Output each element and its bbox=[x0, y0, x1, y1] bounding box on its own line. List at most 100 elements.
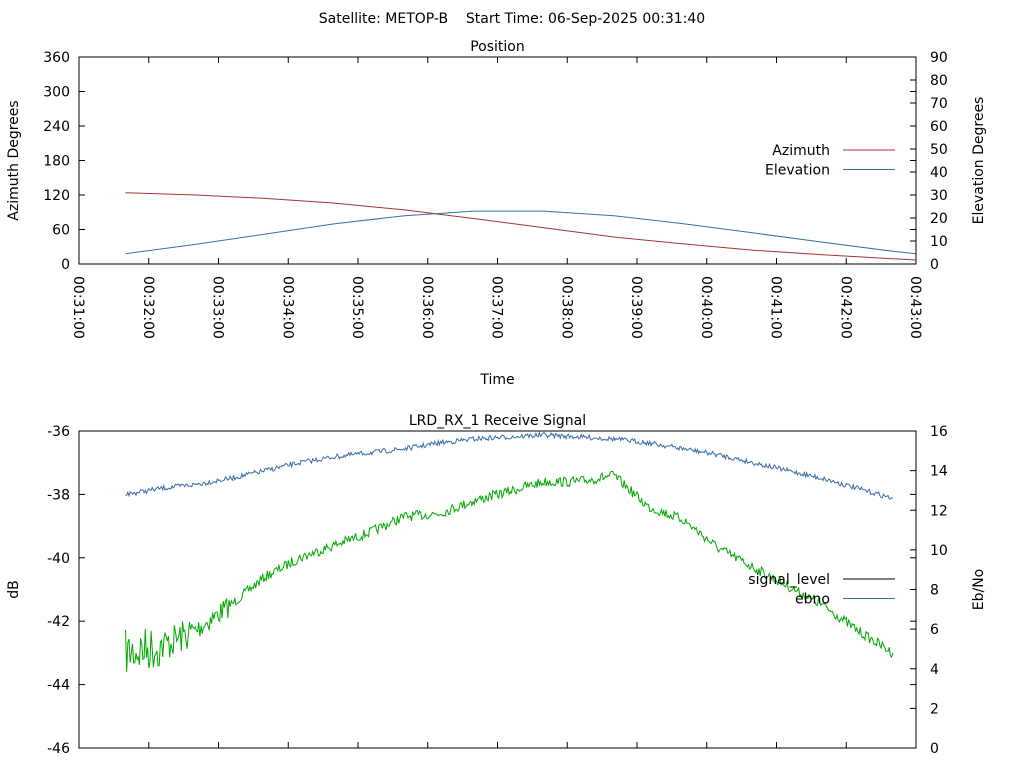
data-point bbox=[892, 498, 894, 500]
data-point bbox=[578, 436, 580, 438]
data-point bbox=[787, 470, 789, 472]
y-tick-label: -44 bbox=[47, 678, 70, 694]
data-point bbox=[160, 488, 162, 490]
data-point bbox=[125, 192, 127, 194]
legend-label-elevation: Elevation bbox=[765, 163, 830, 179]
data-point bbox=[229, 478, 231, 480]
y2-axis-label: Elevation Degrees bbox=[971, 97, 987, 225]
data-point bbox=[892, 258, 894, 260]
data-point bbox=[915, 259, 917, 261]
data-point bbox=[578, 481, 580, 483]
data-point bbox=[822, 241, 824, 243]
y-tick-label: 300 bbox=[43, 85, 70, 101]
data-point bbox=[474, 500, 476, 502]
x-tick-label: 00:36:00 bbox=[419, 276, 435, 339]
data-point bbox=[439, 513, 441, 515]
y2-tick-label: 6 bbox=[930, 622, 939, 638]
data-point bbox=[508, 436, 510, 438]
series-line-azimuth bbox=[125, 192, 917, 261]
data-point bbox=[474, 218, 476, 220]
series-azimuth bbox=[125, 192, 917, 261]
x-tick-label: 00:40:00 bbox=[698, 276, 714, 339]
data-point bbox=[543, 210, 545, 212]
data-point bbox=[195, 194, 197, 196]
data-point bbox=[474, 438, 476, 440]
data-point bbox=[264, 233, 266, 235]
series-signal-level bbox=[125, 470, 894, 673]
data-point bbox=[613, 236, 615, 238]
data-point bbox=[613, 215, 615, 217]
x-tick-label: 00:31:00 bbox=[70, 276, 86, 339]
y2-tick-label: 10 bbox=[930, 234, 948, 250]
y2-tick-label: 10 bbox=[930, 543, 948, 559]
data-point bbox=[683, 519, 685, 521]
data-point bbox=[125, 253, 127, 255]
y2-tick-label: 20 bbox=[930, 211, 948, 227]
series-line-ebno bbox=[125, 430, 894, 500]
y-tick-label: 60 bbox=[52, 223, 70, 239]
y2-tick-label: 14 bbox=[930, 464, 948, 480]
data-point bbox=[892, 251, 894, 253]
series-elevation bbox=[125, 210, 917, 255]
y-tick-label: -36 bbox=[47, 424, 70, 440]
data-point bbox=[334, 202, 336, 204]
y2-tick-label: 16 bbox=[930, 424, 948, 440]
y2-tick-label: 0 bbox=[930, 257, 939, 273]
data-point bbox=[683, 448, 685, 450]
x-tick-label: 00:32:00 bbox=[140, 276, 156, 339]
series-line-elevation bbox=[125, 210, 917, 255]
y2-tick-label: 80 bbox=[930, 73, 948, 89]
data-point bbox=[404, 209, 406, 211]
series-ebno bbox=[125, 430, 894, 500]
data-point bbox=[195, 630, 197, 632]
x-tick-label: 00:42:00 bbox=[837, 276, 853, 339]
data-point bbox=[753, 462, 755, 464]
y2-tick-label: 4 bbox=[930, 662, 939, 678]
data-point bbox=[753, 567, 755, 569]
plot-frame bbox=[78, 430, 917, 749]
y-tick-label: 120 bbox=[43, 188, 70, 204]
data-point bbox=[683, 243, 685, 245]
x-tick-label: 00:38:00 bbox=[558, 276, 574, 339]
data-point bbox=[613, 475, 615, 477]
data-point bbox=[543, 227, 545, 229]
plot-frame bbox=[78, 56, 917, 265]
data-point bbox=[369, 452, 371, 454]
y-tick-label: -38 bbox=[47, 487, 70, 503]
data-point bbox=[753, 249, 755, 251]
data-point bbox=[857, 488, 859, 490]
x-tick-label: 00:37:00 bbox=[489, 276, 505, 339]
y-tick-label: -40 bbox=[47, 551, 70, 567]
data-point bbox=[160, 646, 162, 648]
y-tick-label: 240 bbox=[43, 119, 70, 135]
y2-tick-label: 2 bbox=[930, 701, 939, 717]
data-point bbox=[195, 484, 197, 486]
figure-title: Satellite: METOP-B Start Time: 06-Sep-20… bbox=[319, 11, 705, 27]
x-tick-label: 00:33:00 bbox=[210, 276, 226, 339]
data-point bbox=[264, 198, 266, 200]
data-point bbox=[648, 442, 650, 444]
y-axis-label: Azimuth Degrees bbox=[6, 100, 22, 220]
data-point bbox=[229, 605, 231, 607]
data-point bbox=[195, 244, 197, 246]
data-point bbox=[125, 494, 127, 496]
y2-tick-label: 12 bbox=[930, 503, 948, 519]
data-point bbox=[299, 462, 301, 464]
legend-label-ebno: ebno bbox=[795, 592, 830, 608]
data-point bbox=[508, 490, 510, 492]
data-point bbox=[439, 442, 441, 444]
y2-tick-label: 40 bbox=[930, 165, 948, 181]
data-point bbox=[753, 232, 755, 234]
legend-label-signal-level: signal_level bbox=[748, 572, 830, 588]
y-tick-label: -42 bbox=[47, 614, 70, 630]
data-point bbox=[334, 456, 336, 458]
data-point bbox=[404, 215, 406, 217]
data-point bbox=[264, 470, 266, 472]
x-tick-label: 00:34:00 bbox=[279, 276, 295, 339]
data-point bbox=[822, 254, 824, 256]
x-axis-label: Time bbox=[479, 372, 514, 388]
data-point bbox=[683, 223, 685, 225]
data-point bbox=[125, 652, 127, 654]
data-point bbox=[543, 481, 545, 483]
y-axis-label: dB bbox=[6, 580, 22, 599]
